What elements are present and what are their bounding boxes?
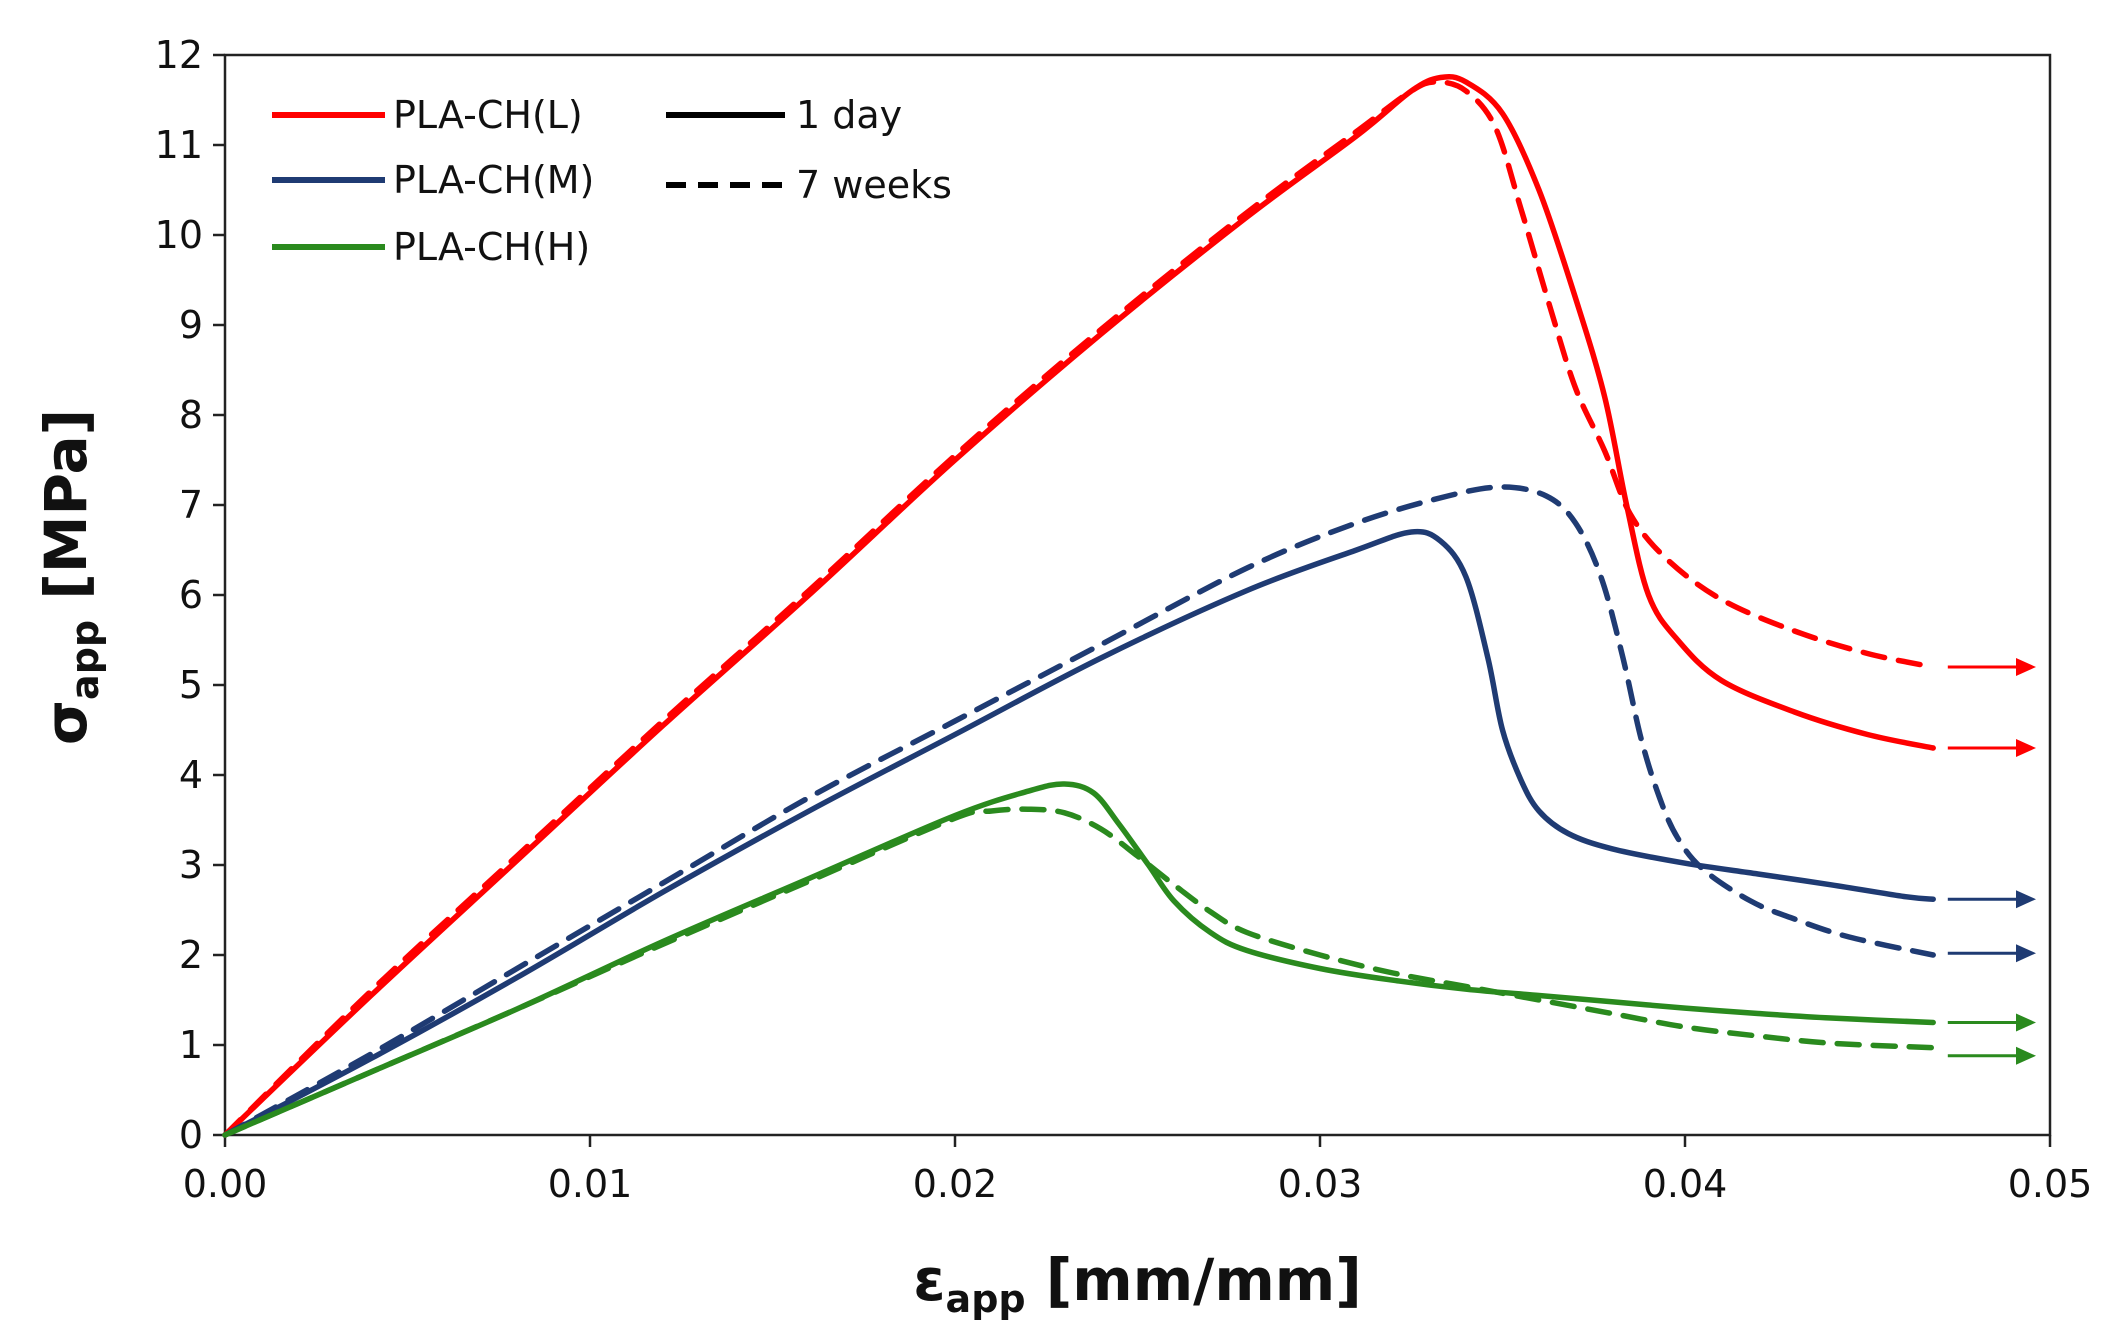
y-tick-label: 9 bbox=[179, 303, 203, 347]
series-line-pla-ch-h-1-day bbox=[222, 781, 1936, 1138]
y-tick-label: 11 bbox=[155, 123, 203, 167]
legend-label-pla-ch-m: PLA-CH(M) bbox=[393, 158, 594, 202]
x-tick-label: 0.04 bbox=[1643, 1162, 1728, 1206]
x-axis-ticks: 0.00 0.01 0.02 0.03 0.04 0.05 bbox=[183, 1135, 2093, 1206]
continuation-arrow-pla-ch-h-1-day bbox=[1947, 1013, 2036, 1032]
x-axis-title-sub: app bbox=[946, 1277, 1026, 1321]
y-tick-label: 5 bbox=[179, 663, 203, 707]
legend: PLA-CH(L) PLA-CH(M) PLA-CH(H) 1 day 7 we… bbox=[272, 93, 952, 269]
legend-label-pla-ch-h: PLA-CH(H) bbox=[393, 225, 590, 269]
continuation-arrow-pla-ch-l-7-weeks bbox=[1947, 658, 2036, 676]
series-line-pla-ch-m-1-day bbox=[222, 528, 1936, 1138]
plot-area bbox=[223, 53, 2052, 1137]
x-tick-label: 0.00 bbox=[183, 1162, 268, 1206]
y-tick-label: 4 bbox=[179, 753, 203, 797]
continuation-arrow-pla-ch-m-1-day bbox=[1947, 890, 2036, 909]
legend-label-1-day: 1 day bbox=[796, 93, 902, 137]
x-axis-title-unit: [mm/mm] bbox=[1026, 1246, 1362, 1314]
legend-label-pla-ch-l: PLA-CH(L) bbox=[393, 93, 583, 137]
continuation-arrow-pla-ch-h-7-weeks bbox=[1947, 1046, 2036, 1065]
series-line-pla-ch-h-7-weeks bbox=[222, 806, 1936, 1138]
x-axis-title-main: ε bbox=[913, 1246, 945, 1314]
continuation-arrow-pla-ch-l-1-day bbox=[1947, 739, 2036, 757]
y-tick-label: 2 bbox=[179, 933, 203, 977]
x-axis-title: εapp [mm/mm] bbox=[913, 1246, 1361, 1321]
plot-frame bbox=[223, 53, 2052, 1137]
y-axis-title-sub: app bbox=[63, 620, 107, 700]
y-tick-label: 1 bbox=[179, 1023, 203, 1067]
series-line-pla-ch-m-7-weeks bbox=[222, 484, 1936, 1138]
y-tick-label: 12 bbox=[155, 33, 203, 77]
y-tick-label: 7 bbox=[179, 483, 203, 527]
x-tick-label: 0.01 bbox=[548, 1162, 633, 1206]
y-axis-title: σapp [MPa] bbox=[32, 409, 107, 745]
x-tick-label: 0.02 bbox=[913, 1162, 998, 1206]
series-layer bbox=[222, 73, 1936, 1138]
continuation-arrow-pla-ch-m-7-weeks bbox=[1947, 944, 2036, 963]
series-line-pla-ch-l-7-weeks bbox=[222, 79, 1936, 1138]
y-tick-label: 10 bbox=[155, 213, 203, 257]
x-tick-label: 0.03 bbox=[1278, 1162, 1363, 1206]
y-axis-title-unit: [MPa] bbox=[32, 409, 100, 620]
y-tick-label: 6 bbox=[179, 573, 203, 617]
y-tick-label: 0 bbox=[179, 1113, 203, 1157]
x-tick-label: 0.05 bbox=[2008, 1162, 2093, 1206]
y-axis-title-main: σ bbox=[32, 700, 100, 745]
arrow-layer bbox=[1947, 658, 2036, 1065]
y-tick-label: 3 bbox=[179, 843, 203, 887]
y-tick-label: 8 bbox=[179, 393, 203, 437]
legend-label-7-weeks: 7 weeks bbox=[796, 163, 952, 207]
